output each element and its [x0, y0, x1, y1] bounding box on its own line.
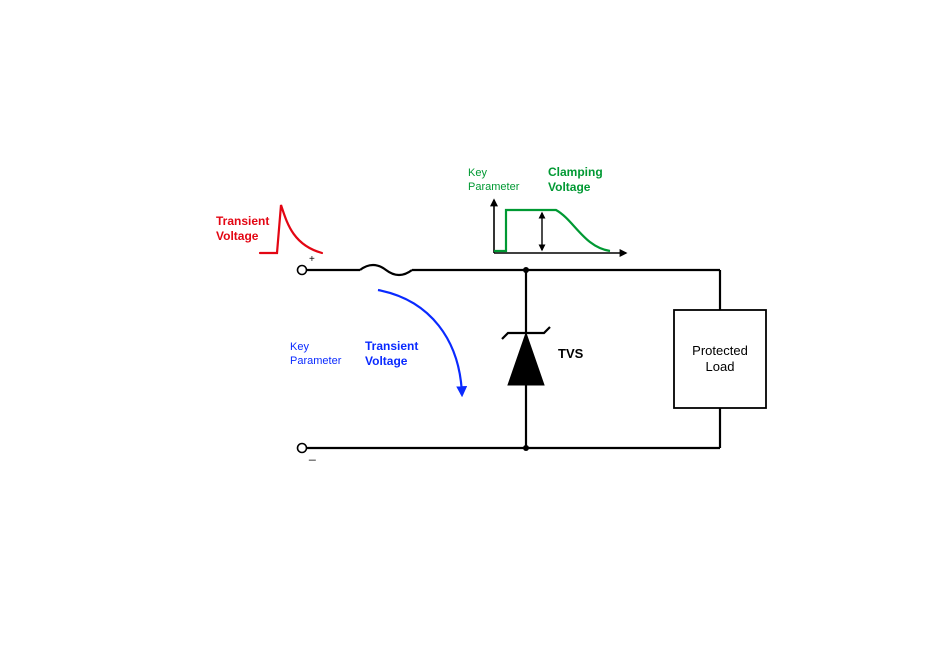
- label-transient-voltage-input-line1: Transient: [216, 214, 269, 228]
- tvs-triangle: [508, 333, 544, 385]
- label-key-parameter-left-line1: Key: [290, 341, 309, 353]
- node-tvs-bottom: [523, 445, 529, 451]
- terminal-top: [298, 266, 307, 275]
- label-protected-load-line1: Protected: [692, 343, 748, 358]
- label-key-parameter-top: Key Parameter: [468, 167, 520, 193]
- label-transient-voltage-mid-line1: Transient: [365, 339, 418, 353]
- fuse-symbol: [360, 265, 412, 275]
- label-clamping-voltage-line1: Clamping: [548, 165, 603, 179]
- label-transient-voltage-mid: TransientVoltage: [365, 339, 418, 368]
- label-key-parameter-left-line2: Parameter: [290, 355, 342, 367]
- node-tvs-top: [523, 267, 529, 273]
- terminal-bottom: [298, 444, 307, 453]
- label-key-parameter-left: Key Parameter: [290, 341, 342, 367]
- label-key-parameter-top-line2: Parameter: [468, 181, 520, 193]
- label-tvs: TVS: [558, 346, 584, 361]
- clamp-trace: [494, 210, 610, 251]
- label-transient-voltage-input: TransientVoltage: [216, 214, 269, 243]
- label-clamping-voltage: ClampingVoltage: [548, 165, 603, 194]
- label-protected-load-line2: Load: [706, 359, 735, 374]
- transient-pulse-waveform: [260, 205, 322, 253]
- label-transient-voltage-input-line2: Voltage: [216, 229, 259, 243]
- label-key-parameter-top-line1: Key: [468, 167, 487, 179]
- label-transient-voltage-mid-line2: Voltage: [365, 354, 408, 368]
- label-clamping-voltage-line2: Voltage: [548, 180, 591, 194]
- plus-sign: +: [309, 254, 315, 265]
